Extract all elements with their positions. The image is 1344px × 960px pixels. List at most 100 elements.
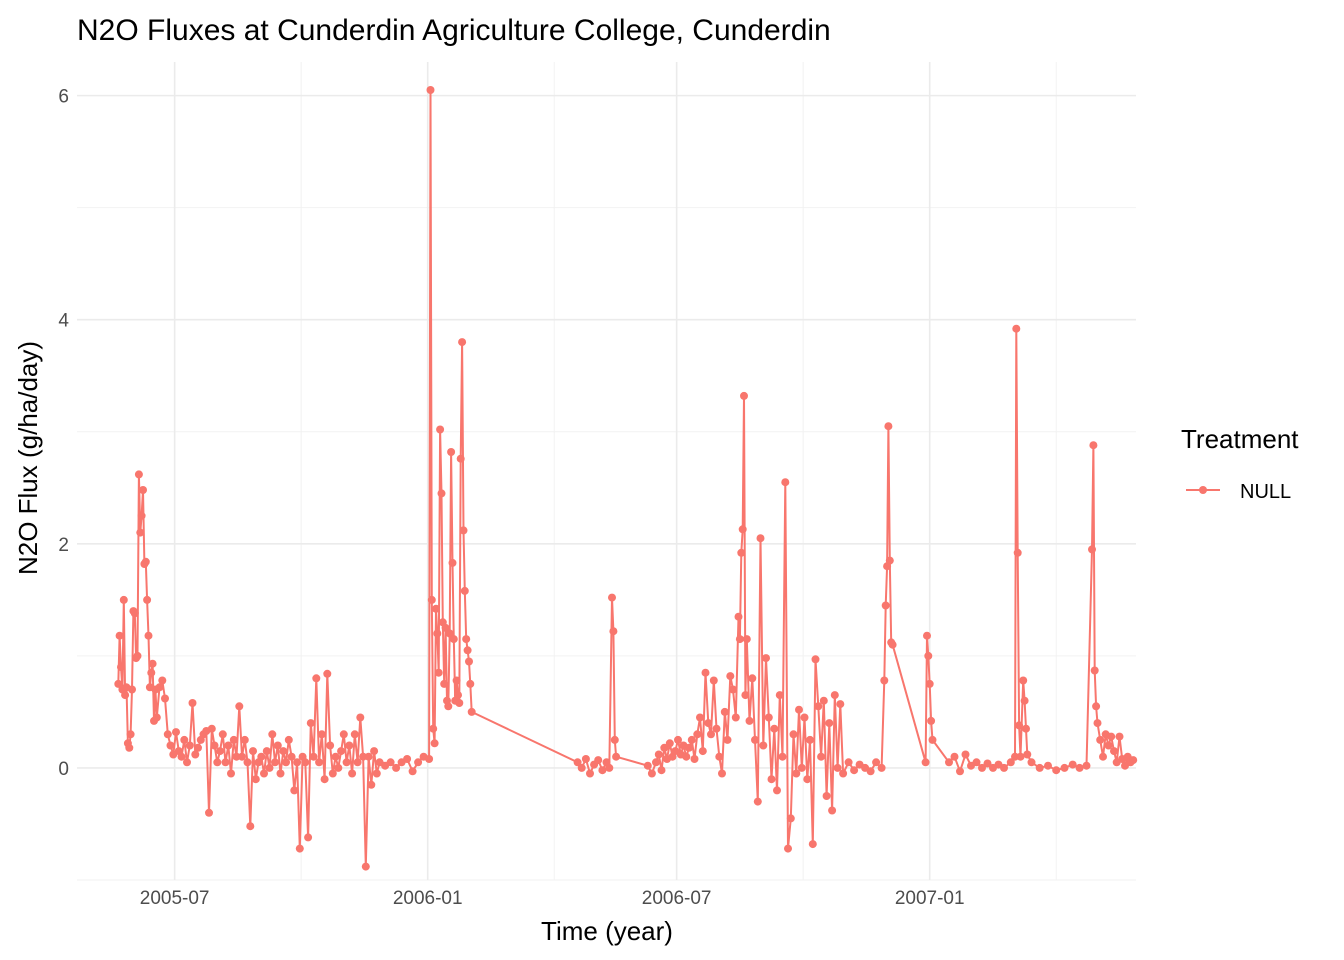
data-point [734, 612, 743, 621]
data-point [751, 735, 759, 744]
data-point [1020, 696, 1029, 705]
data-point [888, 640, 897, 649]
data-point [262, 747, 271, 756]
data-point [1093, 719, 1102, 728]
legend-title: Treatment [1181, 424, 1299, 454]
data-point [183, 758, 191, 767]
data-point [808, 840, 817, 849]
data-point [1104, 741, 1113, 750]
data-point [609, 627, 618, 636]
data-point [328, 769, 337, 778]
data-point [429, 724, 438, 733]
data-point [188, 699, 197, 707]
data-point [339, 730, 348, 739]
data-point [1019, 676, 1028, 685]
data-point [762, 654, 770, 663]
data-point [427, 595, 436, 604]
data-point [449, 635, 458, 644]
data-point [121, 691, 130, 700]
data-point [125, 743, 134, 752]
data-point [950, 752, 959, 761]
data-point [434, 668, 443, 677]
data-point [426, 86, 435, 94]
data-point [972, 758, 981, 767]
data-point [403, 755, 412, 763]
data-point [139, 486, 147, 494]
data-point [1099, 752, 1107, 761]
data-point [466, 679, 475, 688]
data-point [207, 724, 216, 733]
data-point [440, 679, 449, 688]
data-point [729, 685, 737, 694]
data-point [786, 814, 795, 823]
data-point [839, 769, 848, 778]
data-point [320, 775, 329, 784]
data-point [792, 769, 801, 778]
data-point [1082, 761, 1091, 770]
data-point [265, 763, 274, 772]
data-point [144, 631, 153, 640]
data-point [573, 758, 582, 767]
data-point [356, 713, 365, 722]
data-point [141, 557, 150, 566]
x-tick-label: 2006-01 [393, 888, 463, 909]
data-point [674, 735, 682, 744]
data-point [152, 713, 161, 722]
data-point [133, 651, 142, 660]
data-point [295, 844, 304, 853]
data-point [712, 724, 721, 733]
data-point [767, 775, 776, 784]
data-point [334, 763, 343, 772]
data-point [459, 526, 468, 535]
data-point [260, 769, 268, 778]
legend: Treatment NULL [1181, 424, 1299, 503]
x-axis-title: Time (year) [541, 916, 673, 946]
data-point [928, 735, 937, 744]
data-point [720, 707, 729, 716]
data-point [282, 758, 290, 767]
y-tick-label: 0 [58, 759, 69, 780]
data-point [795, 705, 803, 714]
data-point [1013, 548, 1022, 557]
data-point [1068, 760, 1077, 769]
data-point [1096, 735, 1105, 744]
data-point [180, 735, 189, 744]
data-point [240, 735, 249, 744]
data-point [1075, 763, 1084, 772]
data-point [707, 730, 715, 739]
data-point [386, 758, 395, 767]
data-point [738, 525, 747, 534]
data-point [830, 691, 839, 700]
data-point [866, 767, 875, 776]
data-point [923, 631, 931, 640]
data-point [789, 730, 798, 739]
data-point [364, 752, 373, 761]
data-point [654, 750, 663, 759]
data-point [251, 775, 260, 784]
data-point [147, 668, 156, 677]
data-point [177, 752, 186, 761]
data-point [701, 668, 710, 677]
data-point [345, 741, 354, 750]
data-point [742, 635, 751, 644]
y-tick-label: 6 [58, 87, 69, 108]
data-point [1090, 666, 1099, 675]
data-point [643, 761, 652, 770]
data-point [361, 862, 370, 871]
data-point [685, 743, 693, 752]
data-point [610, 735, 619, 744]
data-point [290, 786, 299, 795]
data-point [359, 752, 368, 761]
y-tick-label: 2 [58, 535, 69, 556]
data-point [605, 763, 614, 772]
data-point [304, 833, 313, 842]
data-point [221, 758, 230, 767]
data-point [828, 806, 837, 815]
data-point [778, 752, 787, 761]
data-point [249, 747, 257, 756]
data-point [462, 635, 471, 644]
data-point [921, 758, 930, 767]
data-point [660, 743, 669, 752]
data-point [445, 629, 454, 638]
data-point [279, 747, 288, 756]
